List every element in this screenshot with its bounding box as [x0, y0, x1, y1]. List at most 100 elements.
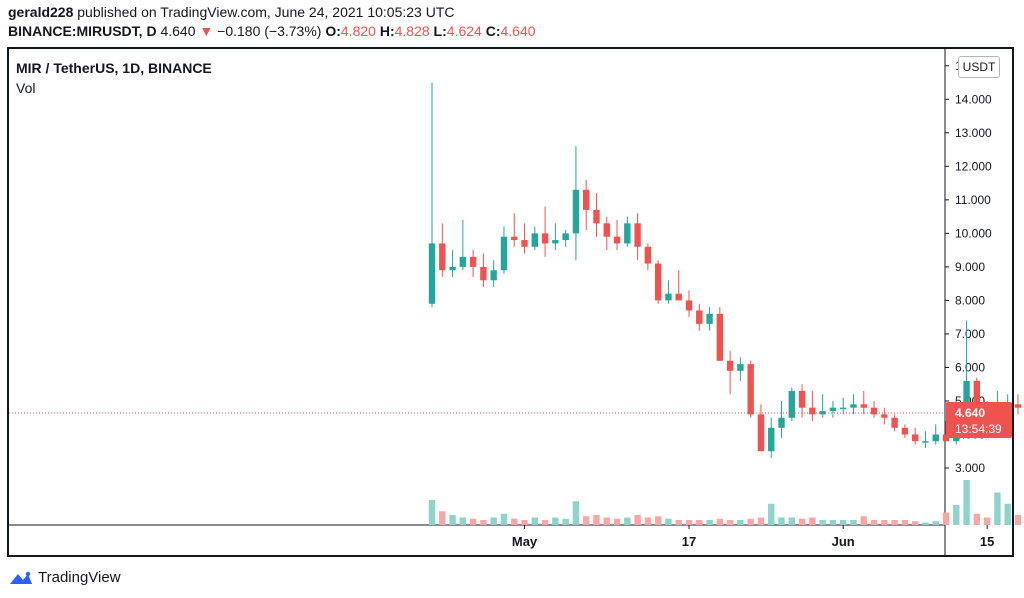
candle-body: [500, 236, 508, 271]
volume-bar: [531, 517, 538, 525]
y-tick-label: 12.000: [955, 159, 992, 173]
candle-body: [685, 300, 693, 311]
volume-bar: [459, 517, 467, 525]
volume-bar: [1004, 503, 1011, 525]
volume-bar: [428, 500, 436, 525]
candle-body: [459, 256, 467, 267]
open-value: 4.820: [340, 23, 376, 39]
volume-bar: [860, 516, 867, 525]
y-tick-label: 14.000: [955, 92, 992, 106]
volume-bar: [870, 520, 878, 525]
brand-footer[interactable]: TradingView: [8, 569, 121, 586]
volume-bar: [685, 520, 693, 525]
candle-body: [665, 293, 672, 301]
currency-button[interactable]: USDT: [958, 56, 1000, 78]
volume-bar: [757, 517, 765, 525]
volume-bar: [634, 515, 641, 525]
x-tick-label: Jun: [832, 534, 855, 549]
volume-bar: [511, 518, 518, 525]
volume-bar: [881, 520, 888, 525]
candle-body: [531, 233, 538, 247]
candle-body: [675, 293, 682, 301]
volume-bar: [449, 515, 456, 525]
volume-bar: [850, 520, 857, 525]
candle-body: [583, 189, 590, 210]
candle-body: [788, 390, 795, 418]
volume-bar: [716, 518, 724, 525]
volume-bar: [654, 516, 662, 525]
volume-bar: [901, 520, 909, 525]
volume-bar: [932, 521, 939, 525]
candle-body: [809, 407, 816, 415]
volume-bar: [891, 520, 898, 525]
volume-bar: [490, 517, 497, 525]
x-tick-label: May: [512, 534, 538, 549]
y-tick-label: 13.000: [955, 126, 992, 140]
volume-bar: [439, 511, 446, 525]
chart-frame: [7, 47, 1014, 557]
candle-body: [942, 434, 950, 442]
candle-body: [932, 434, 939, 442]
candle-body: [624, 223, 631, 244]
volume-bar: [593, 515, 600, 525]
candle-body: [840, 407, 847, 410]
series-title: MIR / TetherUS, 1D, BINANCE: [16, 60, 212, 76]
y-tick-label: 10.000: [955, 226, 992, 240]
x-tick-label: 17: [682, 534, 696, 549]
candle-body: [593, 209, 600, 224]
last-price: 4.640: [160, 23, 196, 39]
volume-bar: [963, 480, 970, 525]
volume-bar: [665, 518, 672, 525]
close-value: 4.640: [500, 23, 536, 39]
open-label: O:: [325, 23, 341, 39]
candle-body: [634, 223, 641, 247]
author[interactable]: gerald228: [8, 4, 74, 20]
volume-bar: [521, 520, 528, 525]
candle-body: [562, 233, 569, 241]
y-tick-label: 7.000: [955, 327, 985, 341]
brand-name: TradingView: [38, 569, 121, 586]
candle-body: [768, 427, 775, 452]
candle-body: [922, 441, 929, 443]
candle-body: [850, 404, 857, 408]
candle-body: [726, 360, 734, 371]
candle-body: [521, 240, 528, 247]
candle-body: [511, 236, 518, 241]
y-tick-label: 8.000: [955, 293, 985, 307]
candle-body: [963, 380, 970, 418]
candle-body: [552, 240, 559, 244]
volume-bar: [500, 513, 508, 525]
candle-body: [973, 380, 981, 408]
volume-bar: [768, 503, 775, 525]
volume-bar: [942, 512, 950, 525]
volume-bar: [603, 517, 610, 525]
candle-body: [737, 364, 744, 371]
candle-body: [696, 310, 703, 324]
volume-bar: [696, 520, 703, 525]
price-change: −0.180 (−3.73%): [217, 23, 322, 39]
candle-body: [644, 246, 652, 264]
candle-body: [881, 414, 888, 418]
publish-text: published on TradingView.com, June 24, 2…: [73, 4, 455, 20]
high-value: 4.828: [394, 23, 430, 39]
candle-body: [706, 313, 713, 324]
close-label: C:: [485, 23, 501, 39]
candle-body: [829, 407, 837, 412]
volume-bar: [644, 517, 652, 525]
volume-bar: [809, 517, 816, 525]
tradingview-logo-icon: [10, 571, 32, 585]
volume-bar: [706, 520, 713, 525]
volume-bar: [911, 521, 919, 525]
volume-bar: [583, 516, 590, 525]
candle-body: [603, 223, 610, 237]
candle-body: [860, 404, 867, 408]
volume-bar: [613, 518, 621, 525]
volume-bar: [747, 518, 754, 525]
candle-body: [428, 243, 436, 304]
candle-body: [798, 390, 806, 408]
volume-bar: [541, 520, 549, 525]
ohlc-line: BINANCE:MIRUSDT, D 4.640 ▼ −0.180 (−3.73…: [8, 23, 536, 39]
volume-bar: [469, 518, 477, 525]
y-tick-label: 6.000: [955, 360, 985, 374]
